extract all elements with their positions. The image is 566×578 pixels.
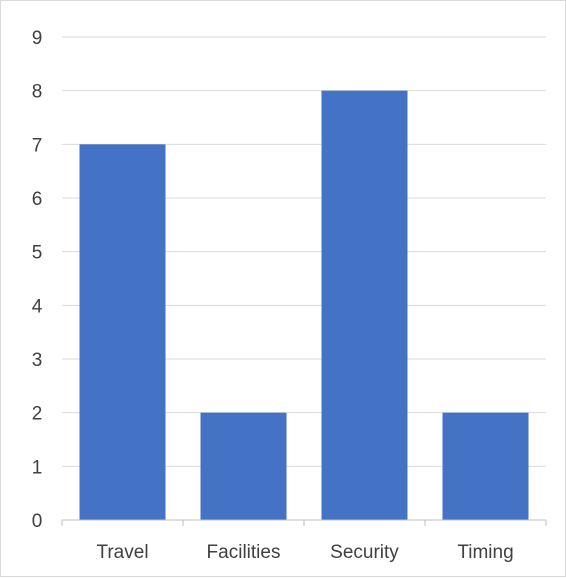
x-tick-label-security: Security xyxy=(330,542,399,563)
y-tick-label: 5 xyxy=(32,243,43,264)
bar-facilities xyxy=(200,412,287,520)
y-tick-label: 2 xyxy=(32,404,43,425)
bar-travel xyxy=(79,144,166,521)
x-axis xyxy=(61,519,547,526)
x-tick-label-timing: Timing xyxy=(457,542,513,563)
y-tick-label: 0 xyxy=(32,511,43,532)
x-tick-labels: Travel Facilities Security Timing xyxy=(96,542,513,563)
y-tick-label: 4 xyxy=(32,296,43,317)
y-tick-label: 3 xyxy=(32,350,43,371)
bar-security xyxy=(321,90,408,521)
bars xyxy=(79,90,529,521)
y-tick-labels: 0 1 2 3 4 5 6 7 8 9 xyxy=(32,28,43,532)
x-tick-label-facilities: Facilities xyxy=(207,542,281,563)
y-tick-label: 9 xyxy=(32,28,43,49)
y-tick-label: 6 xyxy=(32,189,43,210)
bar-timing xyxy=(442,412,529,520)
x-tick-label-travel: Travel xyxy=(96,542,148,563)
y-tick-label: 1 xyxy=(32,457,43,478)
y-tick-label: 7 xyxy=(32,135,43,156)
y-tick-label: 8 xyxy=(32,82,43,103)
